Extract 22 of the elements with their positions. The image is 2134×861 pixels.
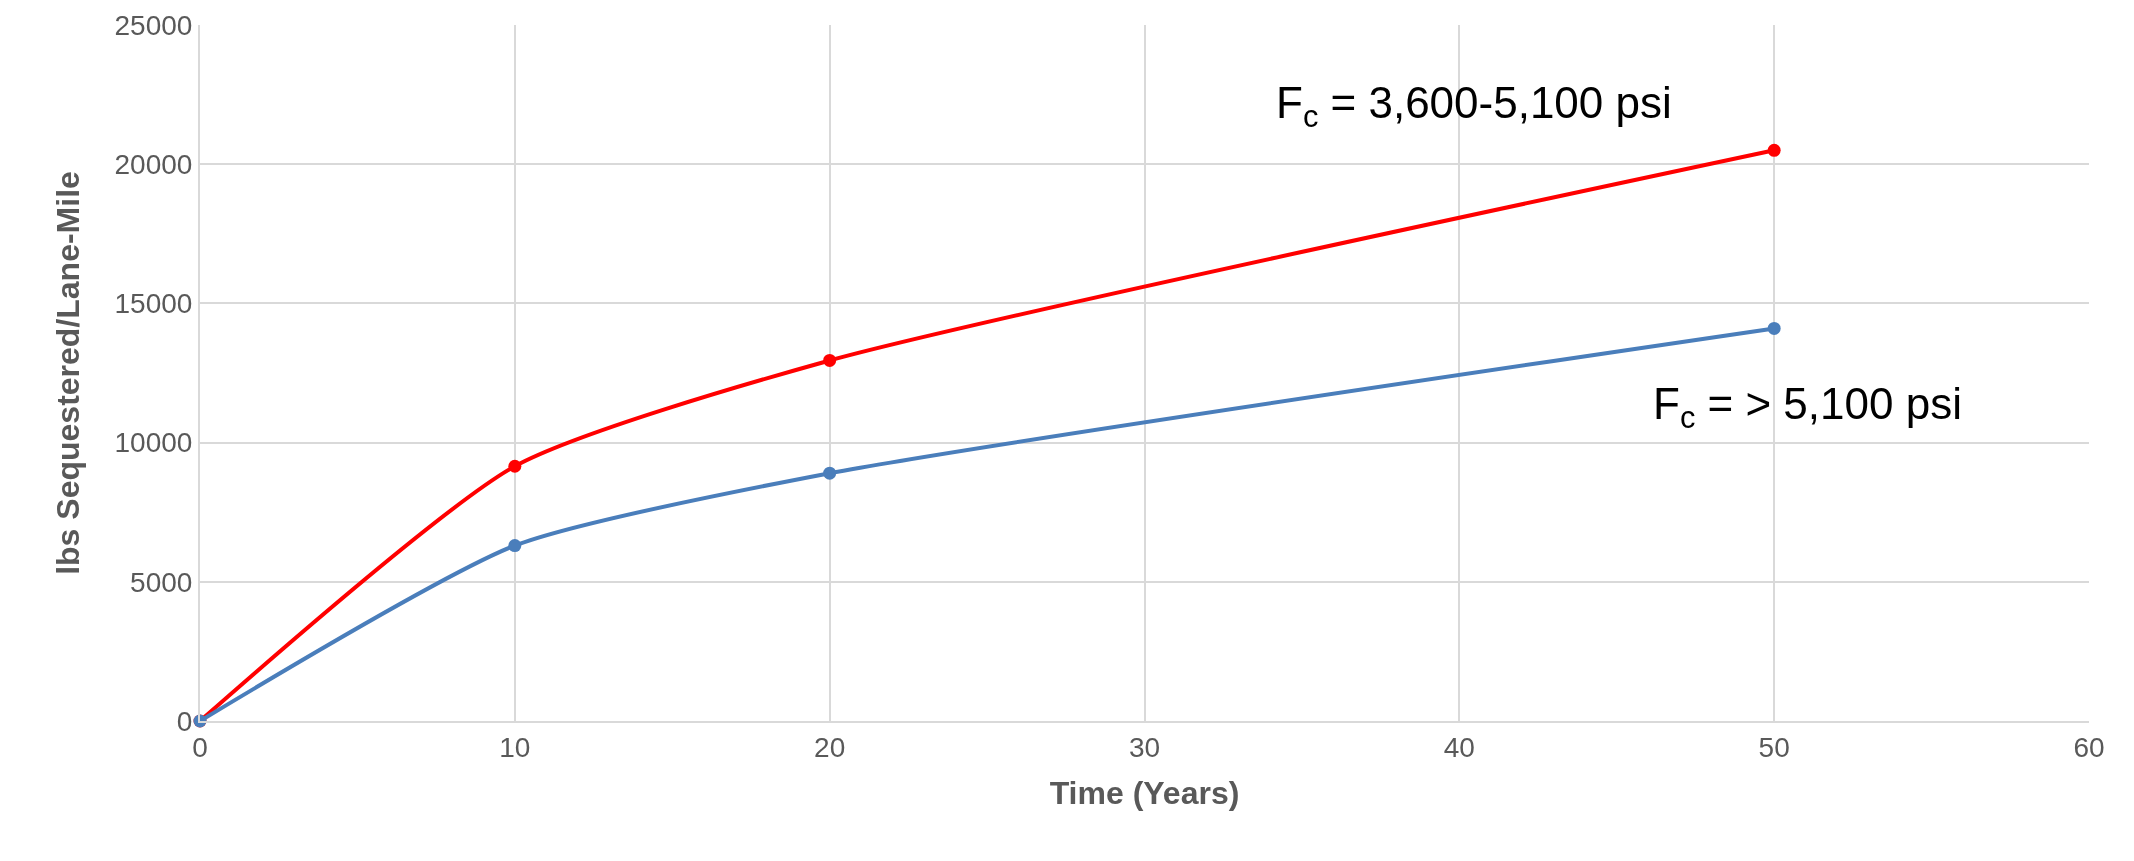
y-tick-label: 0: [176, 705, 193, 737]
y-tick-label: 10000: [114, 427, 193, 459]
y-tick-label: 5000: [130, 566, 193, 598]
series-label: F$_{c}$ = 3,600-5,100 psi: [1276, 78, 1672, 135]
x-tick-label: 40: [1443, 731, 1475, 763]
x-tick-label: 20: [814, 731, 846, 763]
y-tick-label: 15000: [114, 288, 193, 320]
x-tick-label: 50: [1758, 731, 1790, 763]
y-axis-title: lbs Sequestered/Lane-Mile: [50, 171, 87, 575]
x-tick-label: 30: [1128, 731, 1161, 763]
series-label: F$_{c}$ = > 5,100 psi: [1653, 379, 1962, 436]
x-tick-label: 60: [2073, 731, 2105, 763]
point: [823, 353, 837, 367]
point: [508, 539, 522, 553]
point: [823, 466, 837, 480]
point: [1767, 321, 1781, 335]
x-tick-label: 10: [499, 731, 531, 763]
point: [508, 459, 522, 473]
x-axis-title: Time (Years): [1049, 775, 1240, 811]
y-tick-label: 25000: [114, 9, 193, 41]
y-tick-label: 20000: [114, 149, 193, 180]
point: [1767, 143, 1781, 157]
